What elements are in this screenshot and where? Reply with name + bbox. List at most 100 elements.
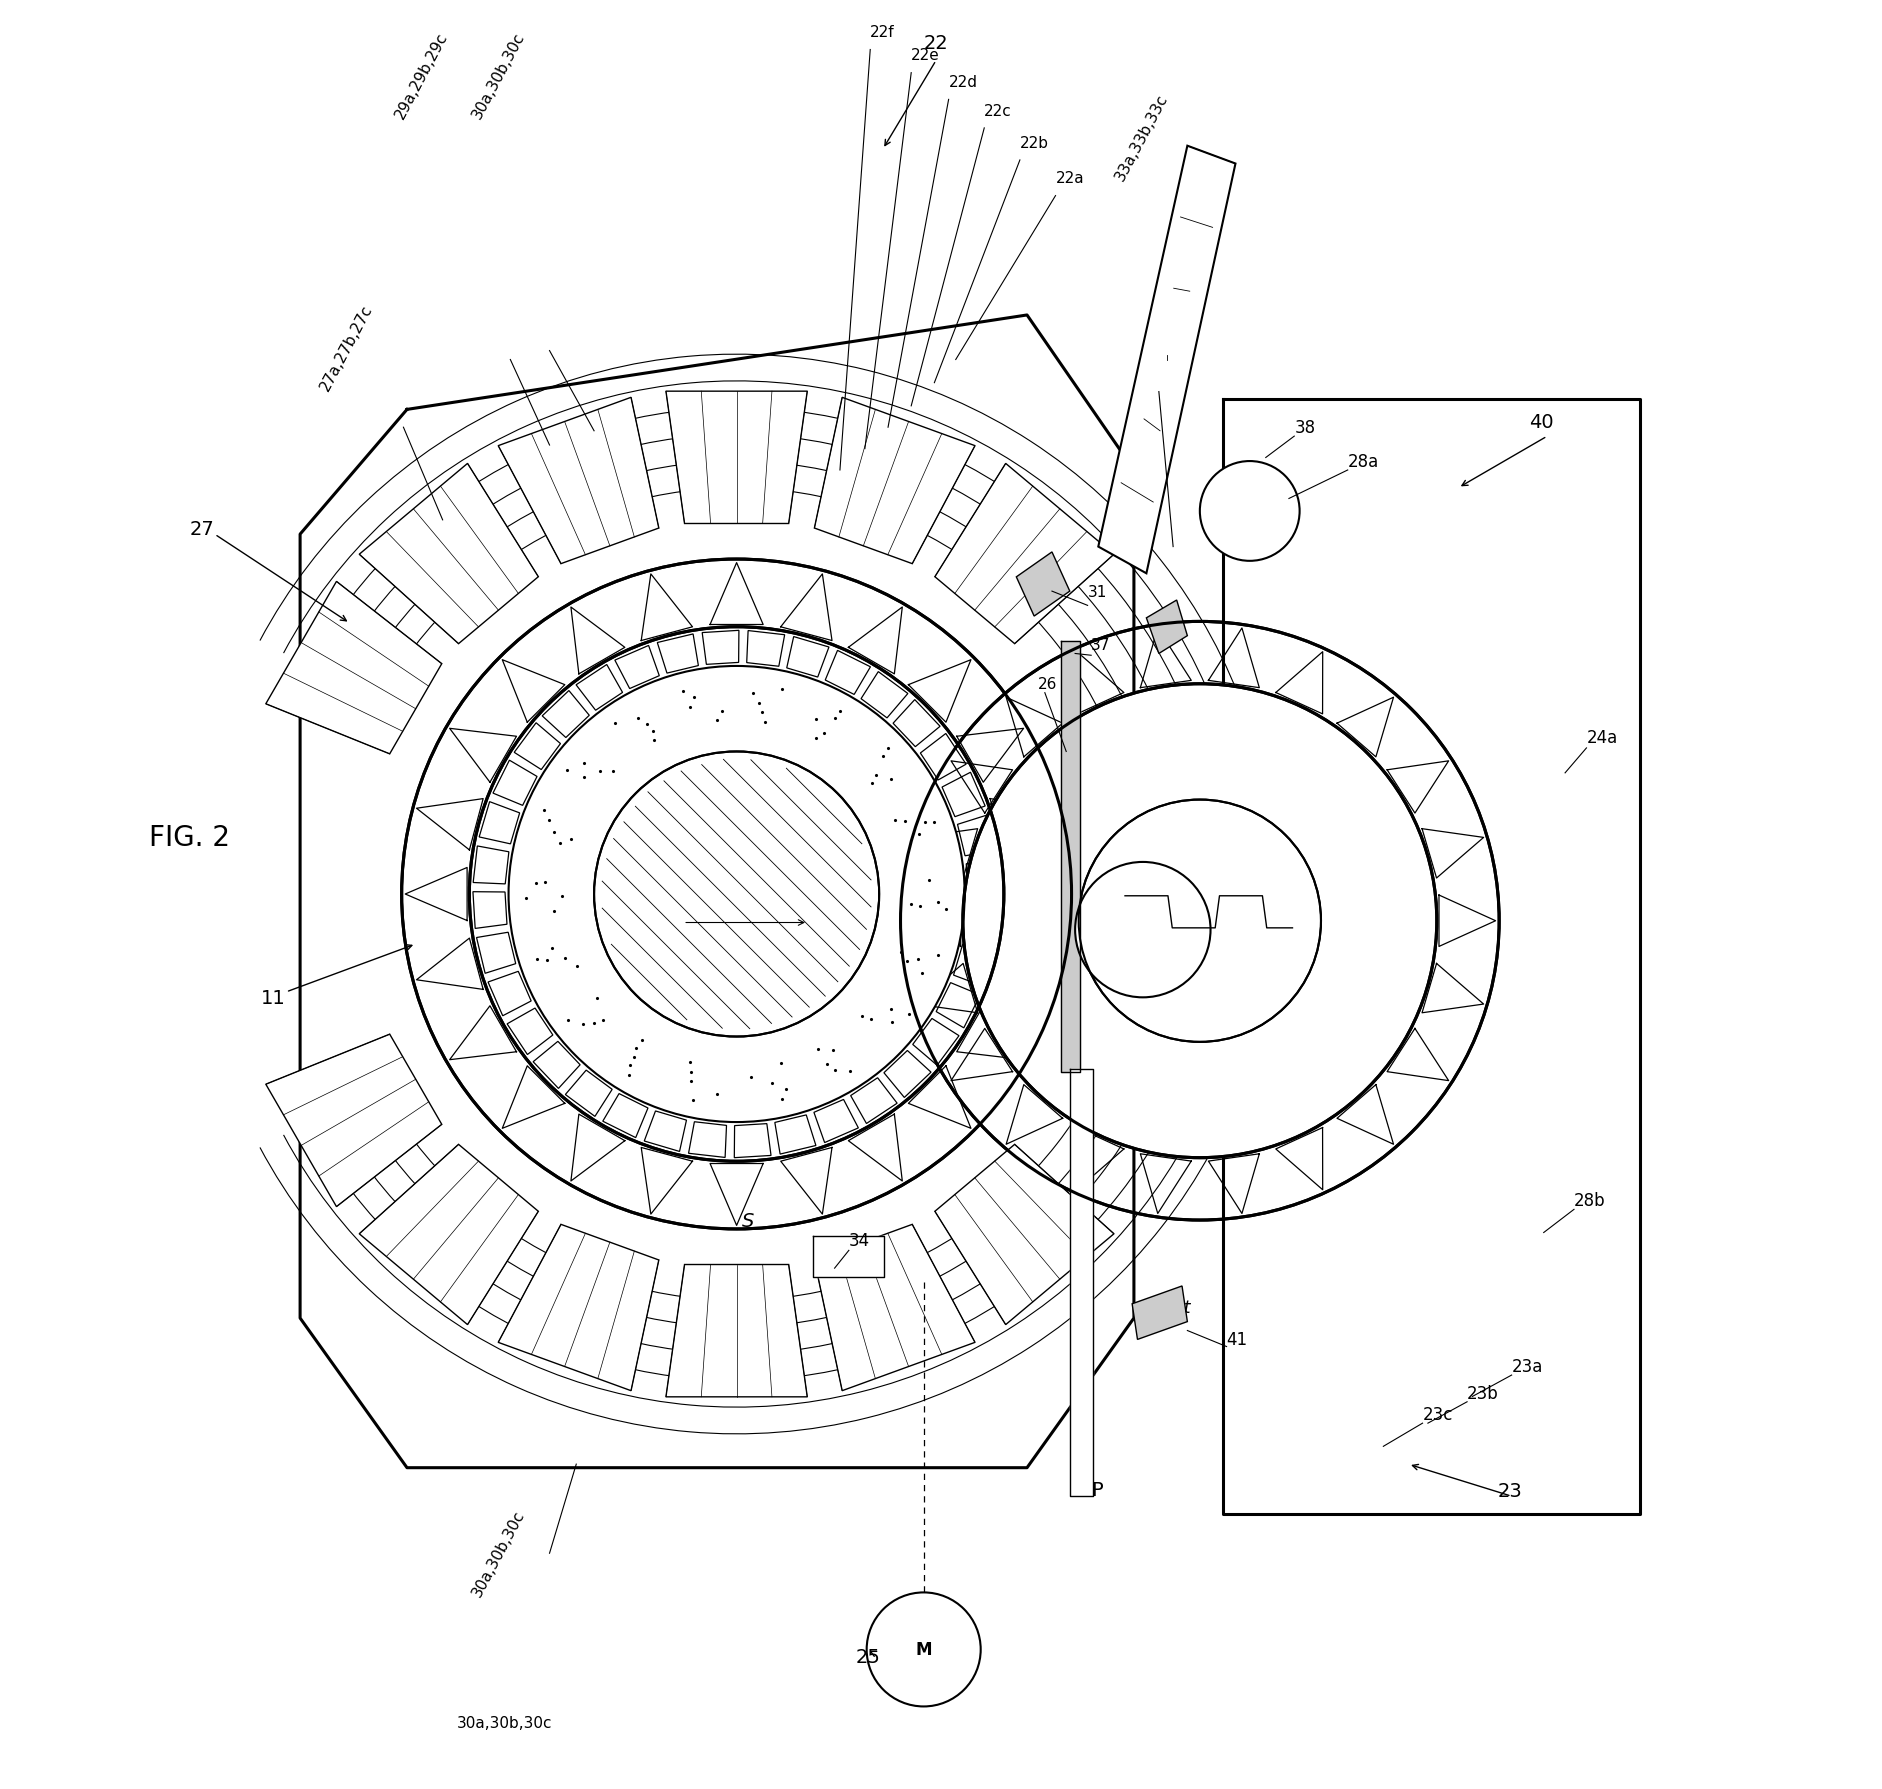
Polygon shape — [493, 760, 536, 805]
Text: 22e: 22e — [911, 48, 939, 63]
Polygon shape — [476, 932, 516, 973]
Polygon shape — [964, 905, 999, 943]
Circle shape — [962, 685, 1436, 1157]
Polygon shape — [359, 1145, 538, 1326]
Circle shape — [593, 751, 879, 1038]
Polygon shape — [478, 801, 519, 844]
Polygon shape — [359, 463, 538, 644]
Text: 29a,29b,29c: 29a,29b,29c — [393, 30, 450, 122]
Text: 40: 40 — [1528, 413, 1553, 433]
Circle shape — [900, 623, 1498, 1220]
Text: 22f: 22f — [869, 25, 894, 39]
Polygon shape — [1131, 1286, 1188, 1340]
Polygon shape — [702, 632, 738, 666]
Polygon shape — [689, 1122, 726, 1157]
Polygon shape — [1146, 601, 1188, 655]
Text: 37: 37 — [1090, 637, 1110, 653]
Polygon shape — [265, 1034, 442, 1208]
Polygon shape — [499, 399, 659, 564]
Text: t: t — [1184, 1299, 1189, 1317]
Polygon shape — [815, 1225, 975, 1390]
Polygon shape — [952, 945, 994, 988]
Polygon shape — [265, 581, 442, 755]
Polygon shape — [514, 723, 561, 769]
Text: 23: 23 — [1496, 1481, 1521, 1501]
Polygon shape — [813, 1236, 885, 1277]
Text: 22a: 22a — [1056, 172, 1084, 186]
Text: P: P — [1090, 1480, 1103, 1499]
Polygon shape — [576, 666, 623, 710]
Text: 23a: 23a — [1511, 1358, 1541, 1376]
Polygon shape — [920, 733, 965, 780]
Text: 27a,27b,27c: 27a,27b,27c — [318, 302, 376, 394]
Polygon shape — [747, 632, 785, 667]
Polygon shape — [565, 1070, 612, 1116]
Text: 23b: 23b — [1466, 1385, 1498, 1403]
Polygon shape — [787, 637, 828, 678]
Text: S: S — [742, 1211, 755, 1229]
Text: 22c: 22c — [984, 104, 1011, 118]
Circle shape — [508, 667, 964, 1122]
Text: 28b: 28b — [1573, 1191, 1605, 1209]
Text: 24a: 24a — [1587, 728, 1617, 746]
Polygon shape — [824, 651, 869, 696]
Text: 27: 27 — [190, 521, 215, 538]
Circle shape — [866, 1592, 981, 1707]
Polygon shape — [602, 1093, 647, 1138]
Text: 38: 38 — [1293, 419, 1316, 437]
Text: 25: 25 — [856, 1648, 881, 1666]
Circle shape — [1078, 800, 1321, 1043]
Polygon shape — [774, 1115, 815, 1154]
Polygon shape — [1069, 1070, 1092, 1496]
Text: 30a,30b,30c: 30a,30b,30c — [457, 1716, 551, 1730]
Polygon shape — [734, 1123, 770, 1157]
Polygon shape — [472, 893, 506, 928]
Text: M: M — [915, 1641, 932, 1658]
Text: 33a,33b,33c: 33a,33b,33c — [1112, 91, 1171, 184]
Polygon shape — [883, 1050, 930, 1098]
Polygon shape — [815, 399, 975, 564]
Polygon shape — [615, 646, 659, 689]
Polygon shape — [860, 673, 907, 719]
Polygon shape — [851, 1079, 896, 1123]
Text: 28a: 28a — [1348, 453, 1378, 471]
Polygon shape — [965, 861, 999, 896]
Text: 22d: 22d — [949, 75, 977, 89]
Polygon shape — [472, 846, 508, 884]
Polygon shape — [892, 699, 939, 748]
Circle shape — [401, 560, 1071, 1229]
Polygon shape — [1060, 642, 1080, 1073]
Text: 22b: 22b — [1020, 136, 1048, 150]
Text: 30a,30b,30c: 30a,30b,30c — [469, 1508, 527, 1599]
Polygon shape — [933, 1145, 1114, 1326]
Polygon shape — [813, 1100, 858, 1143]
Text: 34: 34 — [849, 1231, 869, 1249]
Polygon shape — [941, 773, 984, 818]
Circle shape — [1075, 862, 1210, 998]
Text: 23c: 23c — [1421, 1406, 1453, 1424]
Polygon shape — [933, 463, 1114, 644]
Text: 41: 41 — [1225, 1331, 1248, 1349]
Polygon shape — [666, 1265, 807, 1397]
Text: FIG. 2: FIG. 2 — [149, 823, 230, 852]
Polygon shape — [956, 816, 996, 857]
Polygon shape — [935, 984, 981, 1029]
Polygon shape — [487, 971, 531, 1016]
Circle shape — [508, 667, 964, 1122]
Polygon shape — [499, 1225, 659, 1390]
Text: 30a,30b,30c: 30a,30b,30c — [469, 30, 527, 122]
Text: 22: 22 — [924, 34, 949, 54]
Polygon shape — [1016, 553, 1069, 617]
Text: 31: 31 — [1088, 585, 1107, 599]
Polygon shape — [913, 1020, 958, 1066]
Polygon shape — [644, 1111, 687, 1152]
Polygon shape — [1097, 147, 1235, 574]
Polygon shape — [506, 1009, 553, 1056]
Polygon shape — [542, 691, 589, 739]
Polygon shape — [533, 1041, 580, 1090]
Circle shape — [1199, 462, 1299, 562]
Text: 11: 11 — [262, 988, 286, 1007]
Polygon shape — [666, 392, 807, 524]
Text: 26: 26 — [1037, 676, 1056, 692]
Polygon shape — [657, 635, 698, 674]
